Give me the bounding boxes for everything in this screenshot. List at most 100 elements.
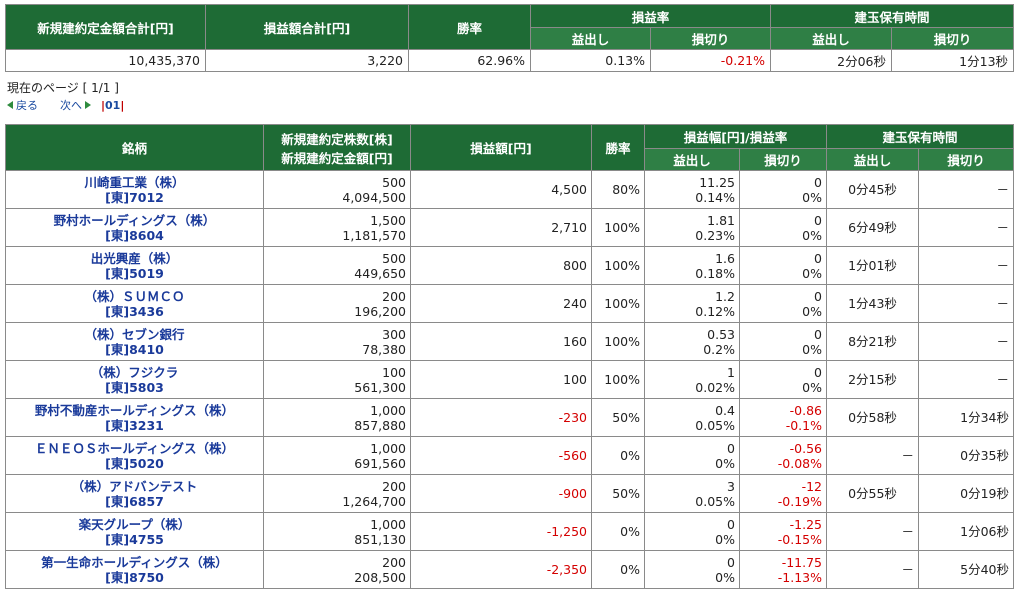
stock-name-link[interactable]: 野村不動産ホールディングス（株） <box>34 402 235 418</box>
profit-width-value: 0.4 <box>715 402 735 418</box>
table-row: （株）フジクラ [東]5803 100 561,300 100 100% 1 0.02% 0 0%… <box>5 360 1015 399</box>
win-rate-value: 100% <box>591 246 645 285</box>
profit-width-value: 0 <box>727 516 735 532</box>
stock-code-link[interactable]: [東]5019 <box>105 265 164 281</box>
profit-rate-value: 0.14% <box>695 189 735 205</box>
stock-name-link[interactable]: （株）ＳＵＭＣＯ <box>84 288 185 304</box>
header-pl-rate-loss: 損切り <box>649 27 772 50</box>
hold-loss-value: － <box>917 284 1015 323</box>
stock-code-link[interactable]: [東]5803 <box>105 379 164 395</box>
hold-profit-value: 0分55秒 <box>826 474 919 513</box>
hold-loss-value: － <box>917 322 1015 361</box>
pager: 現在のページ [ 1/1 ] 戻る 次へ |01| <box>7 80 124 114</box>
stock-cell: （株）ＳＵＭＣＯ [東]3436 <box>5 284 264 323</box>
qty-value: 100 <box>382 364 406 380</box>
loss-rate-value: 0% <box>802 341 822 357</box>
hold-loss-value: 0分19秒 <box>917 474 1015 513</box>
profit-width-value: 0 <box>727 440 735 456</box>
loss-range-cell: -11.75 -1.13% <box>739 550 827 589</box>
loss-width-value: 0 <box>814 326 822 342</box>
loss-width-value: 0 <box>814 288 822 304</box>
pl-value: -900 <box>410 474 592 513</box>
profit-range-cell: 0 0% <box>644 550 740 589</box>
qty-amount-cell: 100 561,300 <box>263 360 411 399</box>
profit-range-cell: 0 0% <box>644 436 740 475</box>
pl-value: -1,250 <box>410 512 592 551</box>
profit-rate-value: 0% <box>715 455 735 471</box>
stock-name-link[interactable]: 出光興産（株） <box>90 250 179 266</box>
stock-code-link[interactable]: [東]3436 <box>105 303 164 319</box>
prev-link[interactable]: 戻る <box>7 97 38 114</box>
qty-amount-cell: 200 208,500 <box>263 550 411 589</box>
next-link[interactable]: 次へ <box>60 97 91 114</box>
win-rate-value: 50% <box>591 398 645 437</box>
stock-code-link[interactable]: [東]4755 <box>105 531 164 547</box>
hold-profit-value: 0分58秒 <box>826 398 919 437</box>
stock-code-link[interactable]: [東]8604 <box>105 227 164 243</box>
summary-total-amount: 10,435,370 <box>5 49 206 72</box>
summary-row: 10,435,370 3,220 62.96% 0.13% -0.21% 2分0… <box>5 49 1015 72</box>
pl-value: -2,350 <box>410 550 592 589</box>
amount-value: 78,380 <box>362 341 406 357</box>
loss-range-cell: -0.86 -0.1% <box>739 398 827 437</box>
profit-width-value: 0 <box>727 554 735 570</box>
profit-rate-value: 0% <box>715 569 735 585</box>
loss-width-value: 0 <box>814 250 822 266</box>
stock-name-link[interactable]: （株）フジクラ <box>90 364 179 380</box>
stock-name-link[interactable]: （株）セブン銀行 <box>84 326 185 342</box>
stock-name-link[interactable]: 第一生命ホールディングス（株） <box>41 554 228 570</box>
loss-range-cell: 0 0% <box>739 208 827 247</box>
page-link-01[interactable]: 01 <box>105 99 121 112</box>
header-pl-range: 損益幅[円]/損益率 <box>644 124 827 149</box>
stock-cell: （株）セブン銀行 [東]8410 <box>5 322 264 361</box>
header-amount: 新規建約定金額[円] <box>281 150 393 166</box>
qty-value: 1,000 <box>370 440 406 456</box>
table-row: 野村不動産ホールディングス（株） [東]3231 1,000 857,880 -230 5… <box>5 398 1015 437</box>
header-hold-profit-col: 益出し <box>826 148 919 171</box>
amount-value: 4,094,500 <box>342 189 406 205</box>
stock-code-link[interactable]: [東]3231 <box>105 417 164 433</box>
pl-value: 240 <box>410 284 592 323</box>
stock-name-link[interactable]: ＥＮＥＯＳホールディングス（株） <box>34 440 235 456</box>
loss-rate-value: 0% <box>802 265 822 281</box>
stock-code-link[interactable]: [東]8410 <box>105 341 164 357</box>
stock-cell: （株）アドバンテスト [東]6857 <box>5 474 264 513</box>
loss-rate-value: -1.13% <box>777 569 822 585</box>
loss-rate-value: -0.19% <box>777 493 822 509</box>
loss-width-value: -0.86 <box>789 402 822 418</box>
header-pl-rate: 損益率 <box>529 4 772 28</box>
qty-amount-cell: 200 1,264,700 <box>263 474 411 513</box>
stock-name-link[interactable]: （株）アドバンテスト <box>71 478 198 494</box>
stock-name-link[interactable]: 楽天グループ（株） <box>78 516 191 532</box>
profit-rate-value: 0.05% <box>695 493 735 509</box>
qty-value: 500 <box>382 174 406 190</box>
header-qty: 新規建約定株数[株] <box>281 131 393 147</box>
table-row: ＥＮＥＯＳホールディングス（株） [東]5020 1,000 691,560 -560 0… <box>5 436 1015 475</box>
hold-loss-value: 5分40秒 <box>917 550 1015 589</box>
stock-name-link[interactable]: 川崎重工業（株） <box>84 174 185 190</box>
stock-code-link[interactable]: [東]5020 <box>105 455 164 471</box>
summary-table: 新規建約定金額合計[円] 損益額合計[円] 勝率 損益率 建玉保有時間 益出し … <box>5 4 1015 72</box>
amount-value: 857,880 <box>354 417 406 433</box>
amount-value: 196,200 <box>354 303 406 319</box>
loss-rate-value: 0% <box>802 379 822 395</box>
summary-hold-profit: 2分06秒 <box>770 49 893 72</box>
profit-rate-value: 0.23% <box>695 227 735 243</box>
profit-width-value: 1.2 <box>715 288 735 304</box>
loss-range-cell: 0 0% <box>739 170 827 209</box>
current-page-label: 現在のページ [ 1/1 ] <box>7 81 119 95</box>
qty-value: 300 <box>382 326 406 342</box>
hold-profit-value: 1分01秒 <box>826 246 919 285</box>
stock-name-link[interactable]: 野村ホールディングス（株） <box>53 212 216 228</box>
win-rate-value: 0% <box>591 512 645 551</box>
stock-cell: 楽天グループ（株） [東]4755 <box>5 512 264 551</box>
win-rate-value: 80% <box>591 170 645 209</box>
stock-code-link[interactable]: [東]6857 <box>105 493 164 509</box>
stock-code-link[interactable]: [東]7012 <box>105 189 164 205</box>
table-row: （株）アドバンテスト [東]6857 200 1,264,700 -900 50% 3 0.0… <box>5 474 1015 513</box>
qty-amount-cell: 1,000 857,880 <box>263 398 411 437</box>
stock-code-link[interactable]: [東]8750 <box>105 569 164 585</box>
qty-amount-cell: 1,000 691,560 <box>263 436 411 475</box>
triangle-left-icon <box>7 101 13 109</box>
hold-profit-value: 8分21秒 <box>826 322 919 361</box>
